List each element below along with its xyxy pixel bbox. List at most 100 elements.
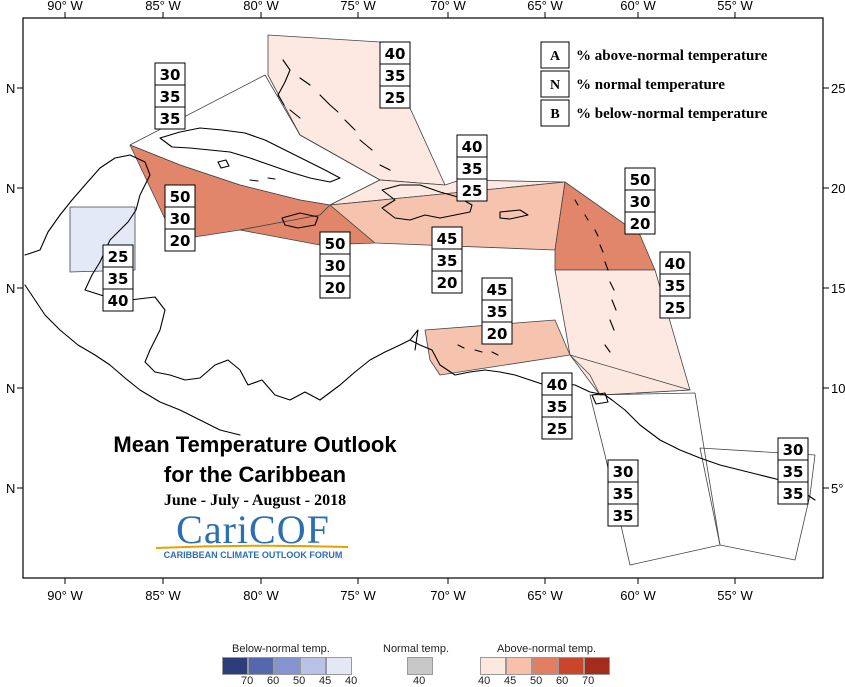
axis-top: 90° W 85° W 80° W 75° W 70° W 65° W 60° W 55° W [47, 0, 753, 18]
prob-box-trinidad: 40 35 25 [541, 372, 573, 440]
axis-top-label: 70° W [430, 0, 466, 13]
colorbar-tick: 45 [504, 675, 517, 687]
colorbar-swatch [407, 657, 433, 675]
prob-value: 25 [462, 182, 483, 200]
colorbar-tick: 40 [413, 675, 426, 687]
prob-value: 45 [437, 230, 458, 248]
colorbar-tick: 45 [319, 675, 332, 687]
colorbar-swatch [558, 657, 584, 675]
prob-value: 25 [108, 248, 129, 266]
prob-value: 45 [487, 281, 508, 299]
colorbar-above-label: Above-normal temp. [497, 643, 597, 655]
prob-value: 35 [437, 252, 458, 270]
prob-box-leeward-islands: 50 30 20 [624, 167, 656, 235]
prob-box-jamaica-south: 50 30 20 [319, 231, 351, 299]
colorbar-swatch [584, 657, 610, 675]
axis-top-label: 75° W [340, 0, 376, 13]
prob-value: 30 [783, 441, 804, 459]
colorbar-tick: 40 [478, 675, 491, 687]
colorbar-tick: 40 [345, 675, 358, 687]
axis-top-label: 85° W [145, 0, 181, 13]
colorbar-swatch [274, 657, 300, 675]
prob-value: 25 [665, 299, 686, 317]
axis-top-label: 65° W [527, 0, 563, 13]
legend-letter: N [550, 78, 560, 93]
axis-bottom-label: 60° W [620, 588, 656, 603]
prob-box-turks-caicos: 40 35 25 [456, 134, 488, 202]
prob-value: 40 [547, 376, 568, 394]
prob-box-suriname-guiana: 30 35 35 [777, 437, 809, 505]
colorbar-swatch [222, 657, 248, 675]
prob-value: 35 [160, 88, 181, 106]
logo-swoosh-icon [155, 544, 349, 549]
prob-value: 20 [437, 274, 458, 292]
axis-top-label: 80° W [243, 0, 279, 13]
colorbar-tick: 70 [241, 675, 254, 687]
region-abc-islands [424, 319, 571, 376]
colorbar-swatch [300, 657, 326, 675]
prob-value: 50 [325, 235, 346, 253]
prob-value: 30 [613, 463, 634, 481]
prob-value: 35 [487, 303, 508, 321]
anb-legend: A % above-normal temperature N % normal tem… [540, 41, 768, 127]
prob-value: 35 [783, 485, 804, 503]
legend-text: % above-normal temperature [576, 48, 768, 64]
axis-right-label: 10 [831, 381, 845, 396]
prob-value: 50 [630, 171, 651, 189]
axis-bottom: 90° W 85° W 80° W 75° W 70° W 65° W 60° W 55° W [47, 578, 753, 603]
axis-left-label: N [6, 381, 15, 396]
prob-box-bahamas: 40 35 25 [379, 41, 411, 109]
axis-left-label: N [6, 81, 15, 96]
colorbar-tick: 50 [530, 675, 543, 687]
prob-value: 30 [170, 210, 191, 228]
prob-value: 35 [160, 110, 181, 128]
prob-value: 20 [170, 232, 191, 250]
axis-bottom-label: 65° W [527, 588, 563, 603]
axis-left-label: N [6, 481, 15, 496]
prob-box-abc-islands: 45 35 20 [481, 277, 513, 345]
logo-tagline: CARIBBEAN CLIMATE OUTLOOK FORUM [163, 550, 343, 560]
map-title-line1: Mean Temperature Outlook [113, 432, 397, 457]
prob-value: 40 [385, 45, 406, 63]
caricof-logo: CariCOF CARIBBEAN CLIMATE OUTLOOK FORUM [148, 508, 358, 560]
axis-bottom-label: 75° W [340, 588, 376, 603]
axis-bottom-label: 80° W [243, 588, 279, 603]
probability-boxes: 40 35 25 30 35 35 50 30 20 50 30 20 25 35 40 40 35 25 45 35… [102, 41, 809, 527]
prob-value: 30 [630, 193, 651, 211]
axis-right-label: 20 [831, 181, 845, 196]
prob-box-hispaniola-pr: 45 35 20 [431, 226, 463, 294]
axis-bottom-label: 55° W [717, 588, 753, 603]
prob-value: 30 [160, 66, 181, 84]
axis-top-label: 55° W [717, 0, 753, 13]
prob-box-windward-islands: 40 35 25 [659, 251, 691, 319]
prob-value: 40 [108, 292, 129, 310]
prob-value: 35 [613, 485, 634, 503]
axis-left-label: N [6, 181, 15, 196]
axis-bottom-label: 90° W [47, 588, 83, 603]
prob-value: 50 [170, 188, 191, 206]
prob-value: 40 [665, 255, 686, 273]
prob-value: 35 [462, 160, 483, 178]
prob-value: 35 [783, 463, 804, 481]
logo-wordmark: CariCOF [176, 507, 330, 552]
prob-value: 35 [385, 67, 406, 85]
title-block: Mean Temperature Outlook for the Caribbe… [80, 430, 430, 510]
prob-value: 35 [665, 277, 686, 295]
prob-value: 35 [547, 398, 568, 416]
region-turks-caicos [329, 179, 566, 206]
axis-right-label: 5° [831, 481, 843, 496]
prob-value: 20 [325, 279, 346, 297]
prob-box-guyana: 30 35 35 [607, 459, 639, 527]
colorbar-swatch [506, 657, 532, 675]
prob-box-cuba: 30 35 35 [154, 62, 186, 130]
prob-value: 40 [462, 138, 483, 156]
colorbar-swatch [480, 657, 506, 675]
colorbar-tick: 50 [293, 675, 306, 687]
map-title-line2: for the Caribbean [163, 462, 347, 487]
map-subtitle: June - July - August - 2018 [163, 492, 347, 509]
prob-value: 20 [630, 215, 651, 233]
axis-right: 25 20 15 10 5° [823, 81, 845, 496]
axis-top-label: 90° W [47, 0, 83, 13]
prob-value: 25 [547, 420, 568, 438]
axis-right-label: 15 [831, 281, 845, 296]
